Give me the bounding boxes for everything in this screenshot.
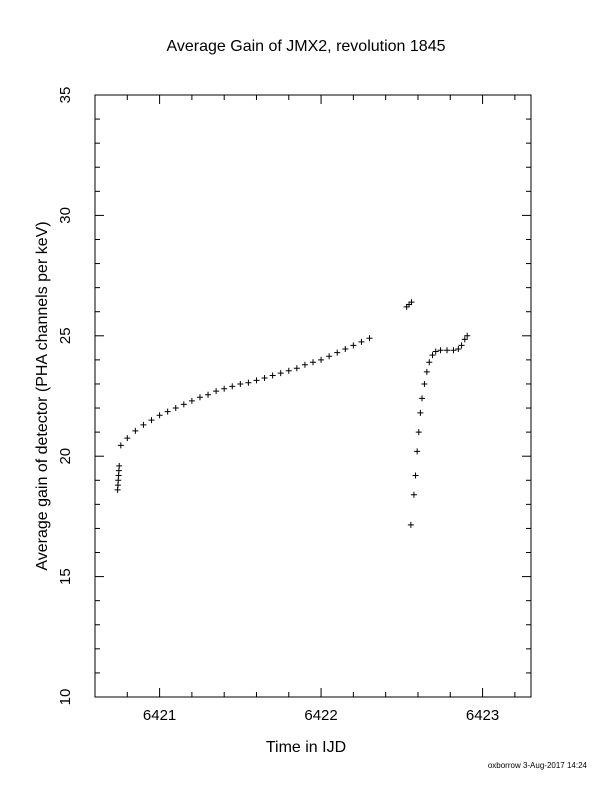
point — [229, 383, 236, 390]
point — [124, 435, 131, 442]
point — [350, 342, 357, 349]
point — [116, 462, 123, 469]
point — [205, 391, 212, 398]
point — [164, 408, 171, 415]
point — [180, 401, 187, 408]
point — [237, 380, 244, 387]
x-tick-label: 6423 — [466, 707, 499, 724]
point — [301, 361, 308, 368]
point — [421, 380, 428, 387]
point — [464, 332, 471, 339]
point — [444, 347, 451, 354]
point — [261, 374, 268, 381]
x-tick-label: 6422 — [304, 707, 337, 724]
y-tick-label: 10 — [57, 689, 74, 706]
point — [410, 491, 417, 498]
point — [342, 346, 349, 353]
point — [450, 347, 457, 354]
point — [188, 397, 195, 404]
point — [437, 347, 444, 354]
point — [417, 409, 424, 416]
point — [455, 346, 462, 353]
x-tick-label: 6421 — [143, 707, 176, 724]
x-axis-label: Time in IJD — [266, 739, 346, 756]
point — [132, 427, 139, 434]
point — [285, 367, 292, 374]
point — [293, 365, 300, 372]
point — [414, 448, 421, 455]
y-tick-label: 25 — [57, 327, 74, 344]
point — [415, 429, 422, 436]
point — [426, 359, 433, 366]
point — [408, 299, 415, 306]
point — [366, 335, 373, 342]
point — [148, 417, 155, 424]
point — [334, 349, 341, 356]
point — [326, 353, 333, 360]
point — [277, 370, 284, 377]
point — [310, 359, 316, 366]
point — [253, 377, 260, 384]
y-tick-label: 35 — [57, 87, 74, 104]
point — [419, 395, 425, 402]
point — [269, 372, 276, 379]
y-tick-label: 30 — [57, 207, 74, 224]
point — [412, 472, 419, 479]
point — [358, 338, 365, 345]
y-axis-label: Average gain of detector (PHA channels p… — [34, 221, 51, 570]
point — [172, 405, 179, 412]
chart-title: Average Gain of JMX2, revolution 1845 — [167, 38, 446, 55]
point — [429, 352, 436, 359]
y-tick-label: 20 — [57, 448, 74, 465]
plot-frame — [94, 94, 532, 698]
point — [458, 342, 465, 349]
y-tick-label: 15 — [57, 568, 74, 585]
footer: oxborrow 3-Aug-2017 14:24 — [488, 761, 588, 770]
point — [221, 385, 228, 392]
point — [407, 521, 414, 528]
point — [245, 379, 252, 386]
point — [423, 368, 430, 375]
point — [156, 412, 163, 419]
point — [461, 336, 468, 343]
point — [196, 394, 203, 401]
point — [117, 442, 124, 449]
point — [318, 356, 325, 363]
point — [432, 348, 439, 355]
point — [213, 388, 220, 395]
point — [140, 421, 147, 428]
